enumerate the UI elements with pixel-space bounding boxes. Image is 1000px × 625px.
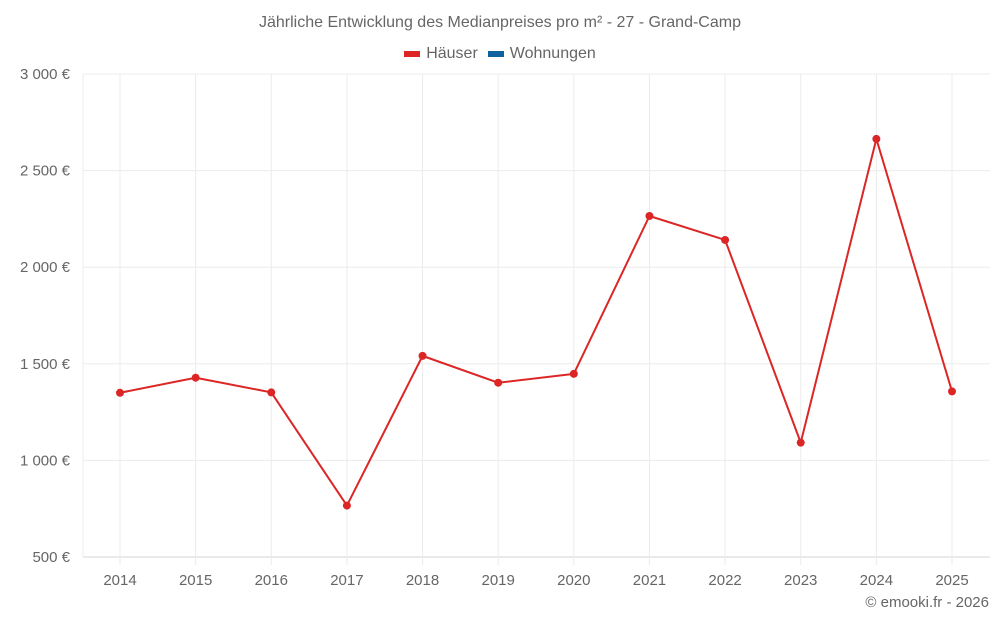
data-point[interactable] — [645, 212, 654, 221]
x-tick-label: 2018 — [406, 572, 439, 589]
data-point[interactable] — [342, 501, 351, 510]
data-point[interactable] — [116, 388, 124, 397]
y-tick-label: 2 000 € — [20, 259, 71, 276]
y-tick-label: 1 500 € — [20, 356, 71, 373]
x-tick-label: 2022 — [708, 572, 741, 589]
x-tick-label: 2021 — [633, 572, 666, 589]
legend-swatch-apartments — [487, 51, 504, 57]
legend-swatch-houses — [404, 51, 421, 57]
data-point[interactable] — [796, 438, 805, 447]
x-tick-label: 2023 — [784, 572, 817, 589]
y-tick-label: 500 € — [32, 549, 70, 566]
legend-label-houses: Häuser — [426, 45, 478, 62]
x-tick-label: 2024 — [860, 572, 893, 589]
legend: Häuser Wohnungen — [0, 45, 1000, 63]
data-point[interactable] — [494, 378, 503, 387]
copyright-credit: © emooki.fr - 2026 — [865, 594, 989, 611]
x-tick-label: 2014 — [103, 572, 136, 589]
y-tick-label: 3 000 € — [20, 66, 71, 83]
x-tick-label: 2016 — [255, 572, 288, 589]
data-point[interactable] — [267, 388, 276, 397]
data-point[interactable] — [569, 369, 578, 378]
x-tick-label: 2019 — [481, 572, 514, 589]
x-tick-label: 2020 — [557, 572, 590, 589]
data-point[interactable] — [191, 373, 200, 382]
y-tick-label: 1 000 € — [20, 452, 71, 469]
series-line — [119, 137, 953, 507]
data-point[interactable] — [948, 387, 956, 396]
legend-item-apartments[interactable]: Wohnungen — [487, 45, 596, 63]
x-tick-label: 2017 — [330, 572, 363, 589]
data-point[interactable] — [418, 351, 427, 360]
x-tick-label: 2025 — [935, 572, 968, 589]
y-tick-label: 2 500 € — [20, 163, 71, 180]
data-point[interactable] — [872, 134, 881, 143]
x-tick-label: 2015 — [179, 572, 212, 589]
chart-title: Jährliche Entwicklung des Medianpreises … — [259, 14, 741, 31]
legend-label-apartments: Wohnungen — [509, 45, 596, 62]
legend-item-houses[interactable]: Häuser — [404, 45, 478, 63]
data-point[interactable] — [721, 235, 730, 244]
